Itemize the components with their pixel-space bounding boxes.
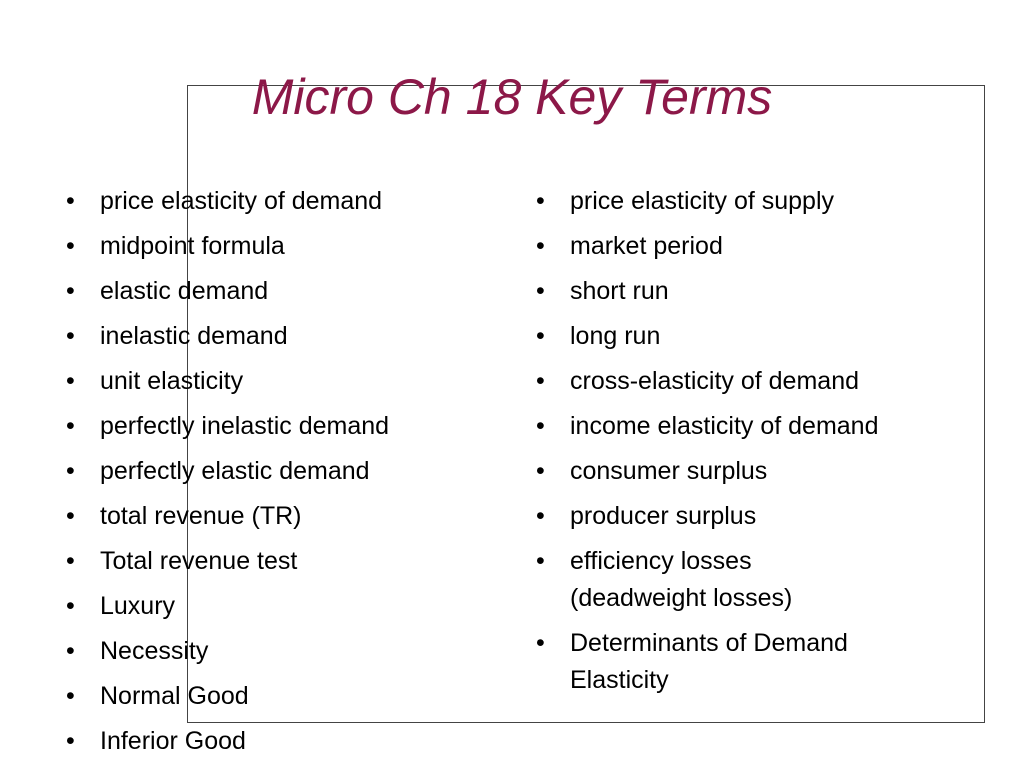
term-item: total revenue (TR) xyxy=(66,498,486,535)
term-item: price elasticity of supply xyxy=(536,183,966,220)
term-item: consumer surplus xyxy=(536,453,966,490)
left-term-list: price elasticity of demand midpoint formu… xyxy=(66,183,486,768)
slide-title: Micro Ch 18 Key Terms xyxy=(251,69,773,125)
term-item: perfectly elastic demand xyxy=(66,453,486,490)
term-item: inelastic demand xyxy=(66,318,486,355)
term-item: perfectly inelastic demand xyxy=(66,408,486,445)
term-line: Determinants of Demand xyxy=(570,629,848,657)
term-item: Necessity xyxy=(66,633,486,670)
term-item: Luxury xyxy=(66,588,486,625)
term-line: efficiency losses xyxy=(570,547,752,575)
term-item: income elasticity of demand xyxy=(536,408,966,445)
term-item: Normal Good xyxy=(66,678,486,715)
right-term-list: price elasticity of supply market period s… xyxy=(536,183,966,707)
term-item: efficiency losses (deadweight losses) xyxy=(536,543,966,617)
content-frame xyxy=(187,85,985,723)
term-item: short run xyxy=(536,273,966,310)
term-item: Total revenue test xyxy=(66,543,486,580)
term-item: long run xyxy=(536,318,966,355)
term-line: (deadweight losses) xyxy=(570,584,793,612)
term-item: midpoint formula xyxy=(66,228,486,265)
term-item: unit elasticity xyxy=(66,363,486,400)
term-item: price elasticity of demand xyxy=(66,183,486,220)
term-item: cross-elasticity of demand xyxy=(536,363,966,400)
term-item: Inferior Good xyxy=(66,723,486,760)
term-item: market period xyxy=(536,228,966,265)
term-item: Determinants of Demand Elasticity xyxy=(536,625,966,699)
term-item: producer surplus xyxy=(536,498,966,535)
term-line: Elasticity xyxy=(570,666,669,694)
term-item: elastic demand xyxy=(66,273,486,310)
